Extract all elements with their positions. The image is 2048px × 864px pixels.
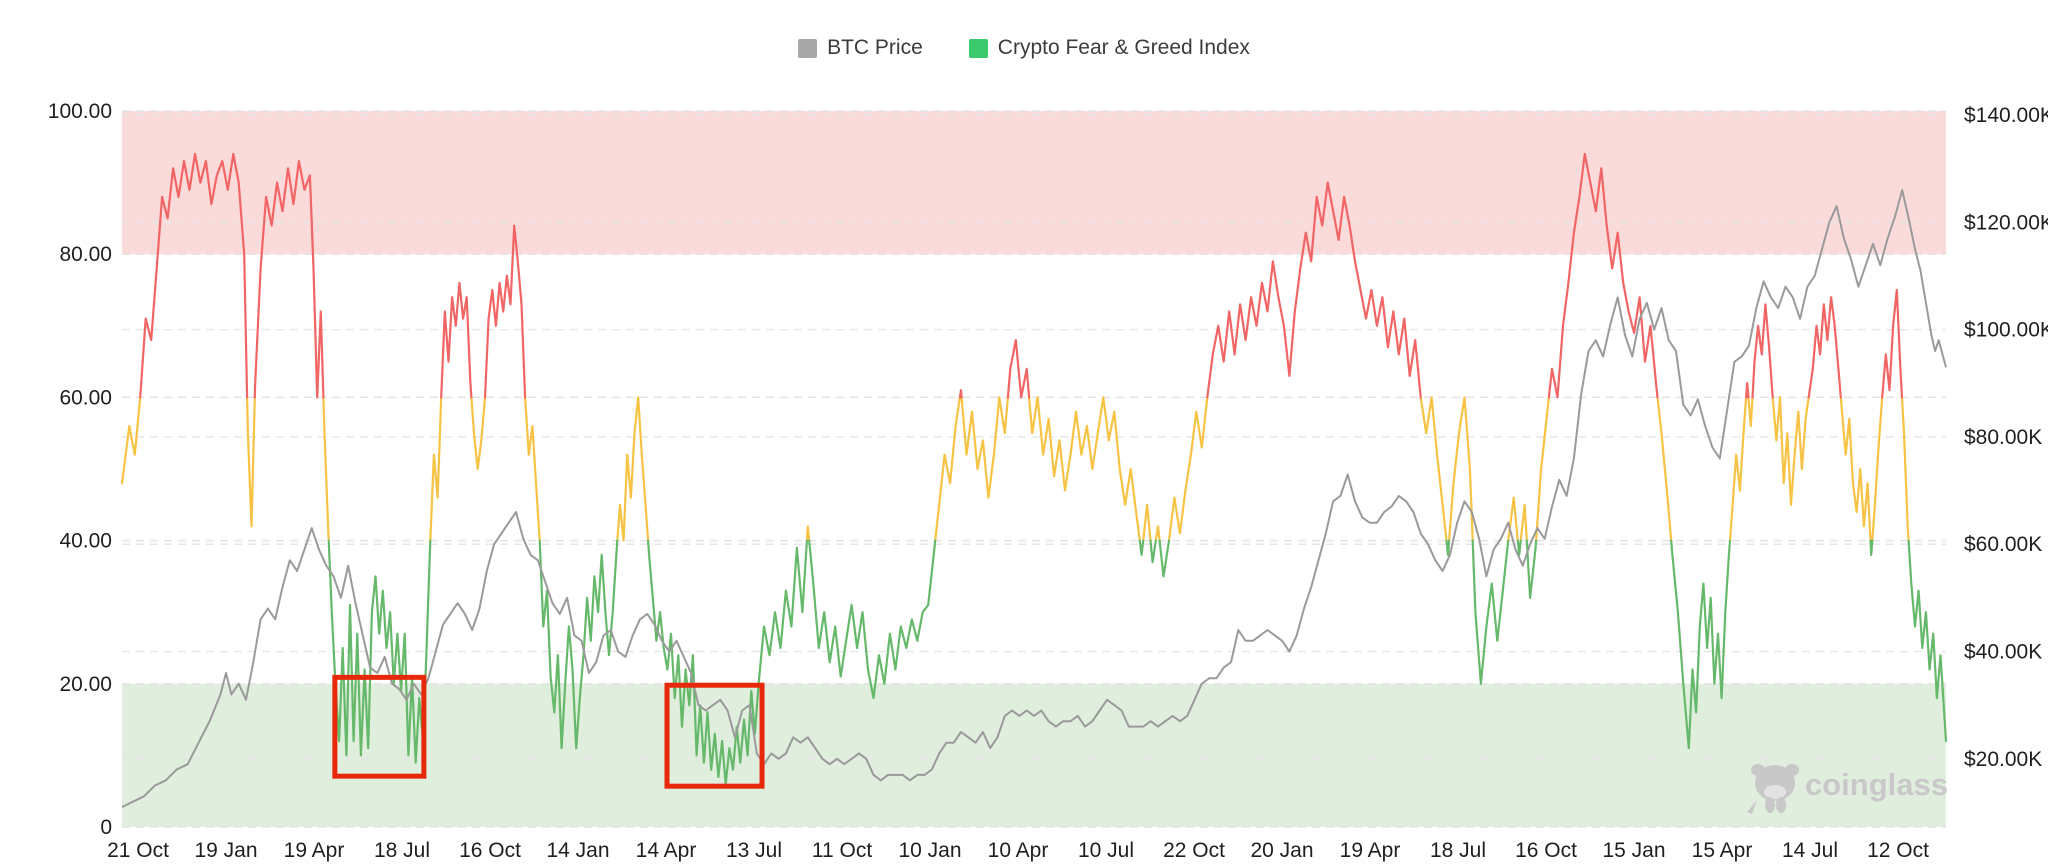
left-axis-tick-60: 60.00 — [59, 386, 112, 409]
btc-price-line — [121, 189, 1947, 808]
fear-greed-index-line — [139, 152, 1904, 399]
btc-price-swatch-icon — [798, 38, 818, 58]
fear-lows-2021-box — [332, 674, 427, 779]
coinglass-bull-icon — [1765, 797, 1775, 813]
x-axis-tick-18-Jul: 18 Jul — [374, 839, 430, 862]
x-axis-tick-16-Oct: 16 Oct — [459, 839, 521, 862]
x-axis-tick-14-Apr: 14 Apr — [636, 839, 697, 862]
right-axis-tick-140: $140.00K — [1964, 104, 2048, 127]
x-axis-tick-10-Apr: 10 Apr — [988, 839, 1049, 862]
coinglass-bull-icon — [1755, 765, 1795, 801]
coinglass-bull-icon — [1747, 800, 1757, 814]
x-axis-tick-15-Apr: 15 Apr — [1692, 839, 1753, 862]
right-axis-tick-20: $20.00K — [1964, 748, 2042, 771]
x-axis-tick-10-Jan: 10 Jan — [898, 839, 961, 862]
x-axis-tick-13-Jul: 13 Jul — [726, 839, 782, 862]
fear-greed-swatch-icon — [968, 38, 988, 58]
coinglass-bull-icon — [1776, 797, 1786, 813]
legend-label-btc-price: BTC Price — [827, 36, 923, 59]
left-axis-tick-100: 100.00 — [48, 100, 112, 123]
fear-greed-index-line — [327, 539, 1948, 786]
extreme-greed-band — [122, 111, 1946, 255]
coinglass-watermark: coinglass — [1747, 764, 1948, 814]
x-axis-tick-12-Oct: 12 Oct — [1867, 839, 1929, 862]
right-axis-tick-100: $100.00K — [1964, 319, 2048, 342]
left-axis-tick-20: 20.00 — [59, 673, 112, 696]
legend-item-btc-price[interactable]: BTC Price — [798, 36, 923, 60]
x-axis-tick-15-Jan: 15 Jan — [1602, 839, 1665, 862]
x-axis-tick-20-Jan: 20 Jan — [1250, 839, 1313, 862]
legend-item-fear-greed[interactable]: Crypto Fear & Greed Index — [968, 36, 1250, 60]
legend: BTC Price Crypto Fear & Greed Index — [0, 36, 2048, 60]
coinglass-bull-icon — [1751, 764, 1765, 776]
fear-greed-index-line — [120, 396, 1910, 542]
x-axis-tick-16-Oct: 16 Oct — [1515, 839, 1577, 862]
x-axis-tick-19-Jan: 19 Jan — [194, 839, 257, 862]
right-axis-tick-120: $120.00K — [1964, 211, 2048, 234]
x-axis-tick-22-Oct: 22 Oct — [1163, 839, 1225, 862]
x-axis-tick-18-Jul: 18 Jul — [1430, 839, 1486, 862]
coinglass-bull-icon — [1764, 785, 1786, 799]
x-axis-tick-14-Jul: 14 Jul — [1782, 839, 1838, 862]
x-axis-tick-19-Apr: 19 Apr — [1340, 839, 1401, 862]
right-axis-tick-40: $40.00K — [1964, 641, 2042, 664]
coinglass-watermark-text: coinglass — [1805, 767, 1948, 802]
coinglass-bull-icon — [1785, 764, 1799, 776]
left-axis-tick-40: 40.00 — [59, 530, 112, 553]
extreme-fear-band — [122, 683, 1946, 827]
x-axis-tick-11-Oct: 11 Oct — [812, 839, 872, 862]
x-axis-tick-14-Jan: 14 Jan — [546, 839, 609, 862]
right-axis-tick-80: $80.00K — [1964, 426, 2042, 449]
fear-lows-2022-box — [664, 682, 765, 789]
x-axis-tick-21-Oct: 21 Oct — [107, 839, 169, 862]
x-axis-tick-10-Jul: 10 Jul — [1078, 839, 1134, 862]
right-axis-tick-60: $60.00K — [1964, 533, 2042, 556]
x-axis-tick-19-Apr: 19 Apr — [284, 839, 345, 862]
left-axis-tick-80: 80.00 — [59, 243, 112, 266]
legend-label-fear-greed: Crypto Fear & Greed Index — [997, 36, 1250, 59]
left-axis-tick-0: 0 — [100, 816, 112, 839]
